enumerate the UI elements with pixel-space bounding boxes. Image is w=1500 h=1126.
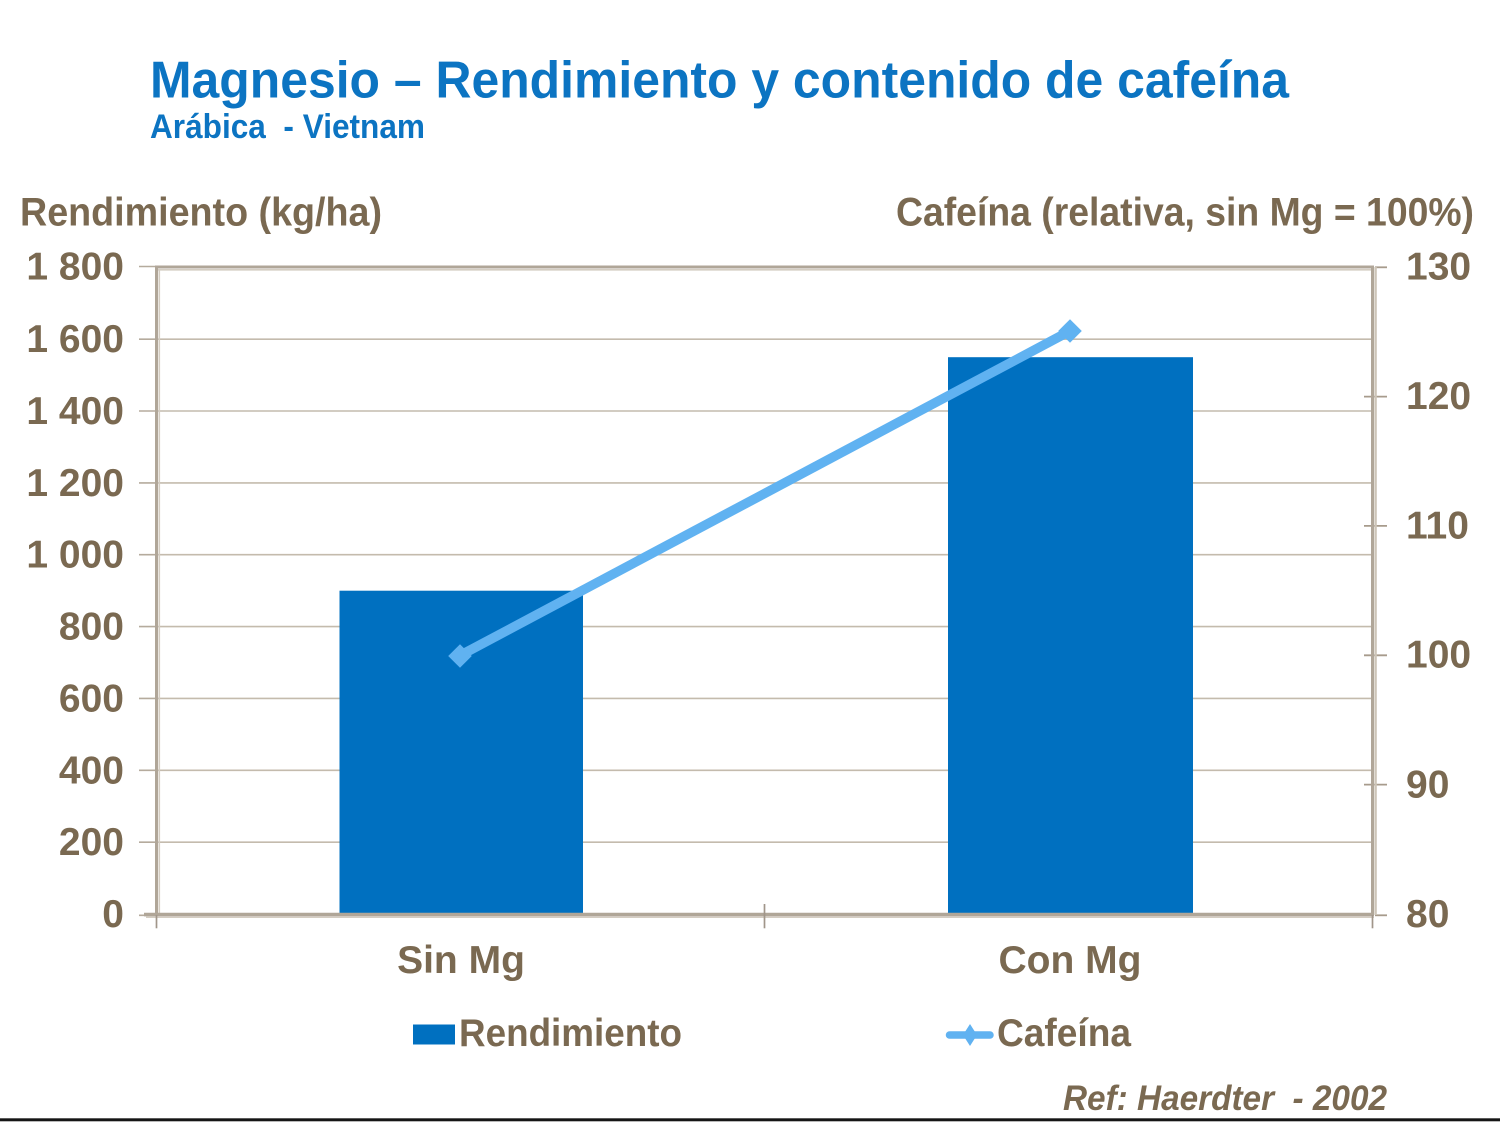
svg-text:200: 200 <box>59 821 124 864</box>
svg-text:Con Mg: Con Mg <box>999 939 1142 982</box>
svg-text:800: 800 <box>59 606 124 649</box>
svg-text:Rendimiento: Rendimiento <box>459 1012 682 1055</box>
svg-text:400: 400 <box>59 749 124 792</box>
svg-text:Arábica - Vietnam: Arábica - Vietnam <box>150 108 425 146</box>
svg-text:Cafeína (relativa, sin Mg = 10: Cafeína (relativa, sin Mg = 100%) <box>896 191 1474 235</box>
svg-text:Rendimiento (kg/ha): Rendimiento (kg/ha) <box>20 191 382 235</box>
svg-text:1 400: 1 400 <box>26 390 124 433</box>
svg-text:1 200: 1 200 <box>26 462 124 505</box>
svg-text:110: 110 <box>1406 504 1469 547</box>
svg-text:1 600: 1 600 <box>26 318 124 361</box>
svg-text:0: 0 <box>102 893 124 936</box>
svg-text:Sin Mg: Sin Mg <box>397 939 525 982</box>
svg-text:Magnesio – Rendimiento y conte: Magnesio – Rendimiento y contenido de ca… <box>150 52 1290 110</box>
svg-text:1 800: 1 800 <box>26 246 124 289</box>
svg-text:600: 600 <box>59 677 124 720</box>
svg-text:90: 90 <box>1406 763 1449 806</box>
svg-text:80: 80 <box>1406 893 1449 936</box>
svg-text:130: 130 <box>1406 246 1471 289</box>
svg-text:100: 100 <box>1406 634 1471 677</box>
svg-text:120: 120 <box>1406 375 1471 418</box>
svg-text:1 000: 1 000 <box>26 534 124 577</box>
svg-text:Cafeína: Cafeína <box>997 1012 1131 1055</box>
svg-text:Ref: Haerdter - 2002: Ref: Haerdter - 2002 <box>1063 1079 1388 1118</box>
